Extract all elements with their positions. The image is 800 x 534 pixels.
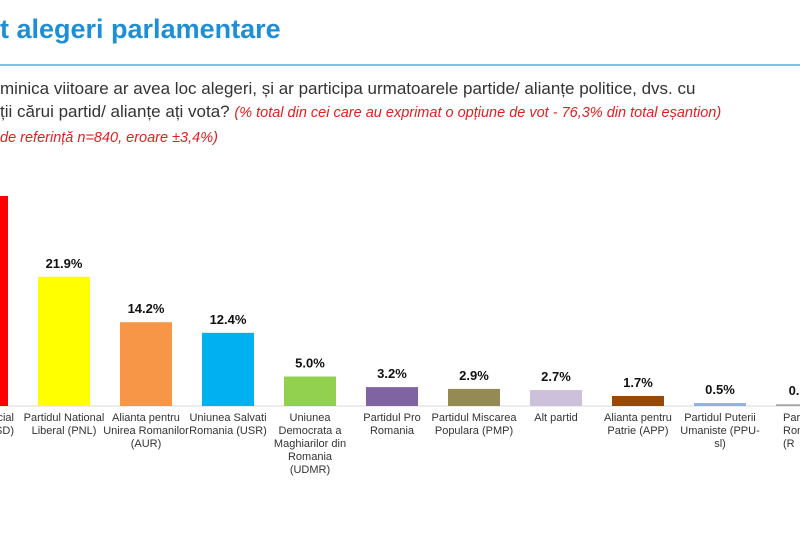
question-text: minica viitoare ar avea loc alegeri, și … xyxy=(0,79,696,121)
value-label: 3.2% xyxy=(377,366,407,381)
bar xyxy=(530,390,582,406)
bar xyxy=(612,395,664,406)
bar xyxy=(694,403,746,406)
bar xyxy=(448,388,500,406)
value-label: 12.4% xyxy=(210,312,247,327)
category-label: Uniunea Democrata a Maghiarilor din Roma… xyxy=(273,412,347,476)
value-label: 0.5% xyxy=(705,382,735,397)
slide-title: t alegeri parlamentare xyxy=(0,14,281,44)
value-label: 2.9% xyxy=(459,368,489,383)
title-rule xyxy=(0,64,800,66)
category-label: Partidul Miscarea Populara (PMP) xyxy=(431,412,517,437)
bar xyxy=(38,276,90,406)
bar xyxy=(366,387,418,406)
bar xyxy=(0,195,8,406)
bar xyxy=(776,404,800,406)
value-label: 21.9% xyxy=(46,256,83,271)
value-label: 14.2% xyxy=(128,301,165,316)
bar xyxy=(202,332,254,406)
value-label: 1.7% xyxy=(623,375,653,390)
bar xyxy=(284,376,336,406)
bar xyxy=(120,322,172,406)
value-label: 2.7% xyxy=(541,369,571,384)
question-note: (% total din cei care au exprimat o opți… xyxy=(0,105,722,146)
category-label: Partidu Ron (R xyxy=(783,412,800,450)
category-label: Partidul National Liberal (PNL) xyxy=(23,412,105,437)
category-label: ocial PSD) xyxy=(0,412,14,437)
category-label: Alianta pentru Patrie (APP) xyxy=(604,412,672,437)
category-label: Alt partid xyxy=(534,412,578,424)
category-label: Partidul Pro Romania xyxy=(363,412,421,437)
category-label: Alianta pentru Unirea Romanilor (AUR) xyxy=(103,412,189,450)
category-label: Partidul Puterii Umaniste (PPU-sl) xyxy=(680,412,760,450)
question: minica viitoare ar avea loc alegeri, și … xyxy=(0,77,800,150)
category-label: Uniunea Salvati Romania (USR) xyxy=(189,412,267,437)
value-label: 0. xyxy=(789,383,800,398)
value-label: 5.0% xyxy=(295,356,325,371)
